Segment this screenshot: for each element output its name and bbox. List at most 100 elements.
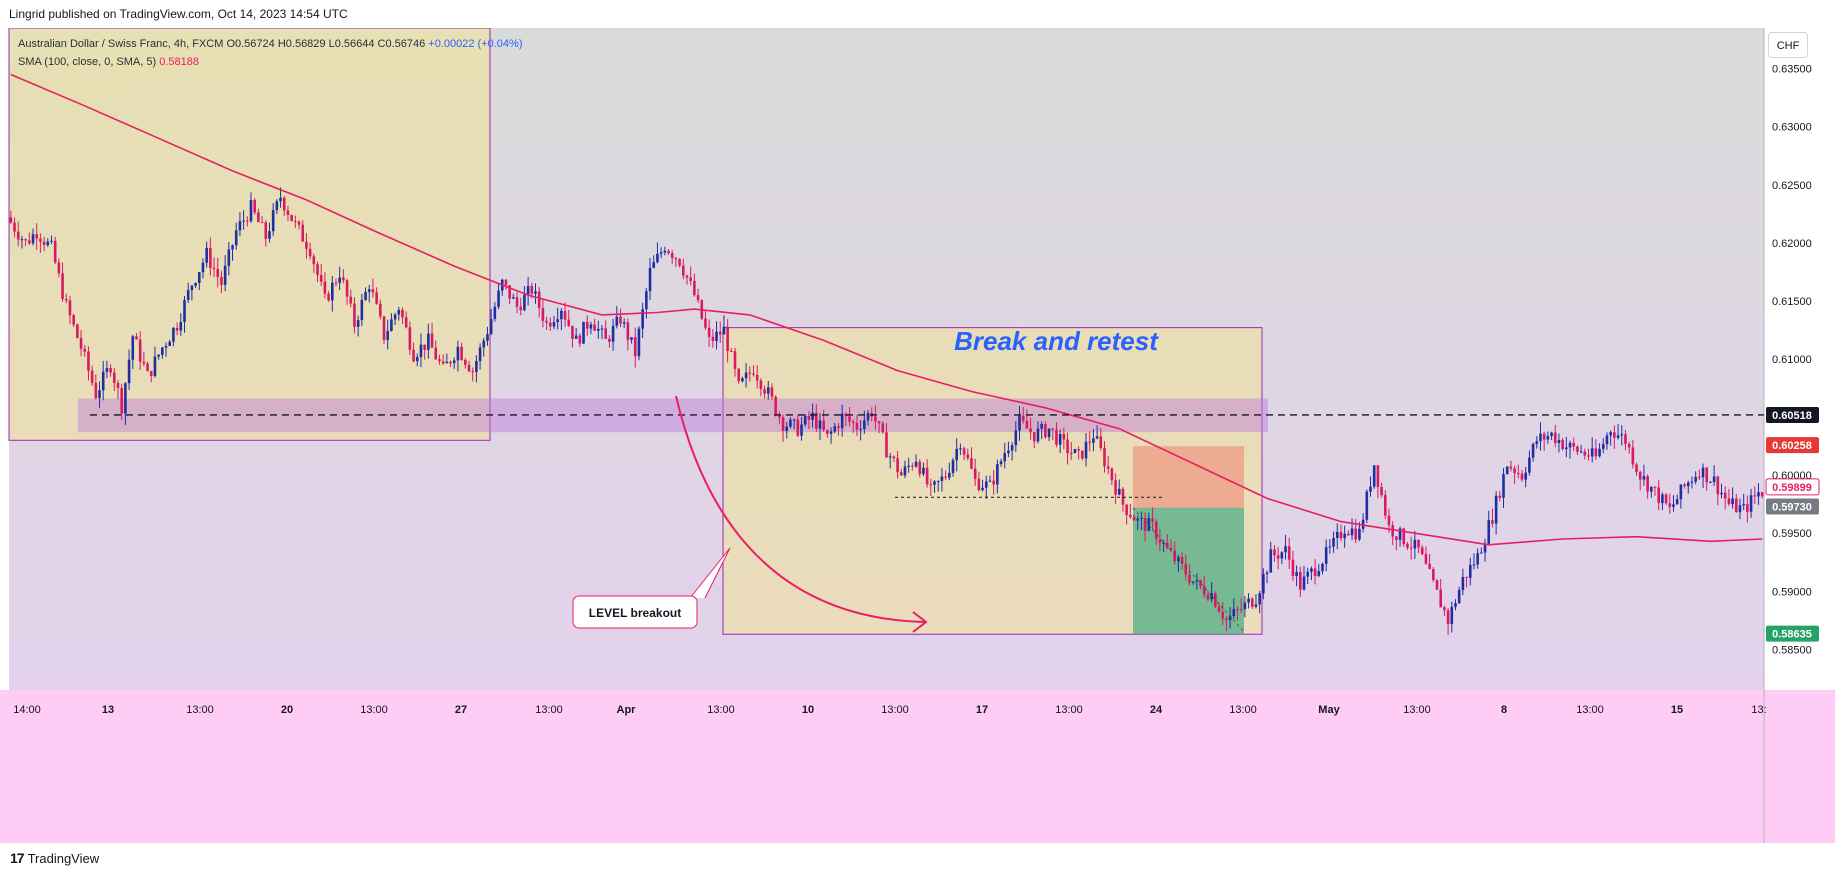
candle-body xyxy=(1675,499,1679,505)
candle-body xyxy=(1354,528,1358,540)
candle-body xyxy=(430,333,434,348)
candle-body xyxy=(999,461,1003,465)
candle-body xyxy=(345,280,349,297)
candle-body xyxy=(419,344,423,357)
candle-body xyxy=(574,335,578,339)
candle-body xyxy=(1347,533,1350,536)
x-axis-strip xyxy=(0,690,1835,843)
candle-body xyxy=(1180,557,1184,564)
price-chart[interactable]: LEVEL breakout Break and retest 0.58500 0.5… xyxy=(0,28,1835,843)
publisher-text: Lingrid published on TradingView.com, Oc… xyxy=(9,7,348,21)
candle-body xyxy=(944,476,947,478)
candle-body xyxy=(334,282,338,284)
candle-body xyxy=(1465,576,1468,578)
legend-symbol-line: Australian Dollar / Swiss Franc, 4h, FXC… xyxy=(18,35,522,53)
footer-bar: 17 TradingView xyxy=(0,843,1835,871)
candle-body xyxy=(445,361,449,364)
candle-body xyxy=(1542,433,1546,440)
candle-body xyxy=(1276,555,1280,559)
price-label-text: 0.59899 xyxy=(1772,482,1812,494)
candle-body xyxy=(305,241,308,249)
candle-body xyxy=(1372,465,1376,487)
candle-body xyxy=(1202,586,1206,595)
arrow-head-icon xyxy=(912,611,928,633)
candle-body xyxy=(1225,618,1228,621)
candle-body xyxy=(1590,448,1594,457)
candle-body xyxy=(803,416,807,425)
candle-body xyxy=(46,241,50,246)
candle-body xyxy=(131,336,135,360)
candle-body xyxy=(752,373,755,375)
candle-body xyxy=(1295,571,1298,576)
candle-body xyxy=(992,480,995,485)
candle-body xyxy=(294,220,297,222)
x-tick-label: 20 xyxy=(281,704,293,716)
candle-body xyxy=(977,478,981,491)
candle-body xyxy=(1092,438,1095,443)
currency-button[interactable]: CHF xyxy=(1768,32,1808,58)
x-tick-label: 13 xyxy=(102,704,114,716)
candle-body xyxy=(744,372,748,379)
candle-body xyxy=(279,197,282,202)
candle-body xyxy=(1069,453,1073,455)
candle-body xyxy=(316,264,319,275)
candle-body xyxy=(1454,603,1457,607)
candle-body xyxy=(1221,612,1225,619)
candle-body xyxy=(774,396,777,415)
candle-body xyxy=(637,328,641,357)
candle-body xyxy=(1716,476,1720,495)
candle-body xyxy=(936,481,940,483)
candle-body xyxy=(1727,498,1731,505)
price-label-text: 0.58635 xyxy=(1772,629,1812,641)
candle-body xyxy=(807,416,811,420)
candle-body xyxy=(1413,539,1417,549)
candle-body xyxy=(844,413,848,417)
candle-body xyxy=(1066,439,1069,454)
candle-body xyxy=(766,387,770,394)
chart-area[interactable]: LEVEL breakout Break and retest 0.58500 0.5… xyxy=(0,28,1835,843)
candle-body xyxy=(759,380,763,390)
candle-body xyxy=(1258,593,1261,605)
candle-body xyxy=(1461,576,1465,591)
candle-body xyxy=(13,222,16,232)
candle-body xyxy=(733,351,737,369)
candle-body xyxy=(427,333,430,350)
candle-body xyxy=(120,388,123,414)
candle-body xyxy=(1332,537,1335,547)
candle-body xyxy=(423,344,426,350)
candle-body xyxy=(1306,571,1309,577)
top-bar: Lingrid published on TradingView.com, Oc… xyxy=(0,0,1835,28)
candle-body xyxy=(1738,505,1742,513)
candle-body xyxy=(486,333,489,341)
candle-body xyxy=(1132,517,1136,521)
candle-body xyxy=(264,222,268,239)
candle-body xyxy=(519,306,523,311)
candle-body xyxy=(452,360,456,364)
candle-body xyxy=(689,277,692,281)
x-tick-label: 13:00 xyxy=(535,704,563,716)
candle-body xyxy=(1627,443,1631,448)
candle-body xyxy=(1103,447,1106,467)
y-tick-label: 0.62500 xyxy=(1772,180,1812,192)
candle-body xyxy=(837,426,840,429)
candle-body xyxy=(1535,441,1539,445)
candle-body xyxy=(826,429,829,434)
candle-body xyxy=(1365,491,1369,520)
tradingview-logo[interactable]: 17 TradingView xyxy=(10,850,99,866)
candle-body xyxy=(471,371,474,373)
candle-body xyxy=(1029,428,1032,433)
candle-body xyxy=(1147,518,1151,531)
candle-body xyxy=(670,253,674,259)
candle-body xyxy=(113,372,116,383)
candle-body xyxy=(597,328,600,331)
candle-body xyxy=(1184,563,1188,575)
candle-body xyxy=(1749,495,1753,512)
candle-body xyxy=(1236,609,1239,611)
stop-loss-zone xyxy=(1133,446,1244,508)
x-tick-label: 13:00 xyxy=(1403,704,1431,716)
candle-body xyxy=(404,317,408,328)
callout-pointer xyxy=(689,547,731,599)
candle-body xyxy=(1169,548,1173,551)
candle-body xyxy=(1195,580,1199,582)
candle-body xyxy=(1110,468,1114,481)
